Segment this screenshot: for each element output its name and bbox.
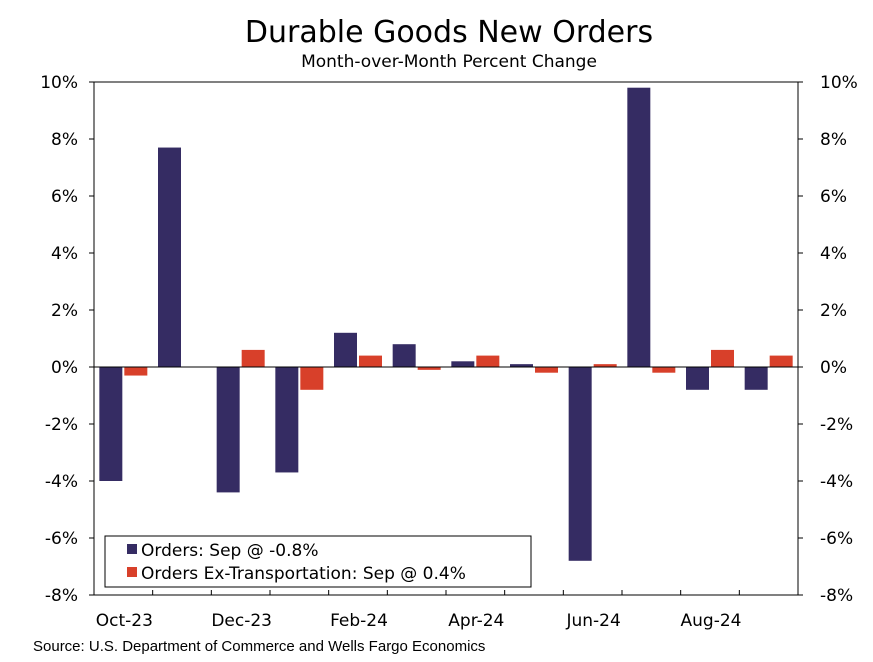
bars <box>94 87 798 561</box>
y-tick-label-left: 2% <box>51 301 78 321</box>
y-axis-right: 10% 8% 6% 4% 2% 0% -2% -4% -6% -8% <box>798 73 858 606</box>
bar-ex-transportation-sep-24 <box>769 355 793 367</box>
y-tick-label-right: 6% <box>820 187 847 207</box>
legend-label-ex-transportation: Orders Ex-Transportation: Sep @ 0.4% <box>141 564 466 584</box>
y-tick-label-right: 4% <box>820 244 847 264</box>
legend-swatch-orders <box>127 544 137 554</box>
bar-orders-jun-24 <box>568 367 592 561</box>
bar-orders-apr-24 <box>451 361 475 367</box>
y-tick-label-left: 8% <box>51 130 78 150</box>
bar-orders-dec-23 <box>216 367 240 493</box>
y-axis-left: 10% 8% 6% 4% 2% 0% -2% -4% -6% -8% <box>40 73 94 606</box>
bar-ex-transportation-jul-24 <box>652 367 676 373</box>
bar-orders-sep-24 <box>744 367 768 390</box>
bar-ex-transportation-oct-23 <box>124 367 148 376</box>
y-tick-label-right: -8% <box>820 586 853 606</box>
bar-orders-aug-24 <box>686 367 709 390</box>
bar-ex-transportation-jan-24 <box>300 367 324 390</box>
y-tick-label-right: 8% <box>820 130 847 150</box>
x-tick-label: Dec-23 <box>211 611 272 631</box>
y-tick-label-left: 0% <box>51 358 78 378</box>
bar-ex-transportation-jun-24 <box>593 364 617 367</box>
y-tick-label-left: -6% <box>45 529 78 549</box>
bar-orders-oct-23 <box>99 367 123 481</box>
chart-title: Durable Goods New Orders <box>245 15 653 50</box>
legend-label-orders: Orders: Sep @ -0.8% <box>141 541 318 561</box>
x-tick-label: Oct-23 <box>96 611 153 631</box>
y-tick-label-right: 2% <box>820 301 847 321</box>
y-tick-label-right: 0% <box>820 358 847 378</box>
bar-ex-transportation-may-24 <box>535 367 558 373</box>
y-tick-label-right: 10% <box>820 73 858 93</box>
bar-orders-jan-24 <box>275 367 299 473</box>
x-tick-label: Jun-24 <box>565 611 620 631</box>
y-tick-label-left: 4% <box>51 244 78 264</box>
y-tick-label-right: -2% <box>820 415 853 435</box>
chart-subtitle: Month-over-Month Percent Change <box>301 52 597 72</box>
y-tick-label-left: 10% <box>40 73 78 93</box>
y-tick-label-left: 6% <box>51 187 78 207</box>
bar-ex-transportation-mar-24 <box>417 367 441 370</box>
bar-orders-feb-24 <box>334 332 357 367</box>
legend-box <box>104 535 532 588</box>
plot-frame <box>93 81 799 596</box>
x-tick-label: Aug-24 <box>681 611 742 631</box>
source-note: Source: U.S. Department of Commerce and … <box>33 638 485 655</box>
y-tick-label-left: -4% <box>45 472 78 492</box>
bar-orders-nov-23 <box>158 147 181 367</box>
bar-ex-transportation-dec-23 <box>241 349 265 367</box>
x-axis: Oct-23 Dec-23 Feb-24 Apr-24 Jun-24 Aug-24 <box>96 590 742 631</box>
bar-ex-transportation-apr-24 <box>476 355 500 367</box>
bar-ex-transportation-aug-24 <box>711 349 734 367</box>
y-tick-label-right: -4% <box>820 472 853 492</box>
x-tick-label: Apr-24 <box>448 611 504 631</box>
bar-orders-jul-24 <box>627 87 651 367</box>
bar-ex-transportation-feb-24 <box>359 355 382 367</box>
y-tick-label-left: -8% <box>45 586 78 606</box>
bar-orders-mar-24 <box>392 344 416 367</box>
bar-orders-may-24 <box>510 364 533 367</box>
legend-swatch-ex-transportation <box>127 567 137 577</box>
y-tick-label-left: -2% <box>45 415 78 435</box>
x-tick-label: Feb-24 <box>330 611 388 631</box>
legend: Orders: Sep @ -0.8% Orders Ex-Transporta… <box>104 535 532 588</box>
y-tick-label-right: -6% <box>820 529 853 549</box>
